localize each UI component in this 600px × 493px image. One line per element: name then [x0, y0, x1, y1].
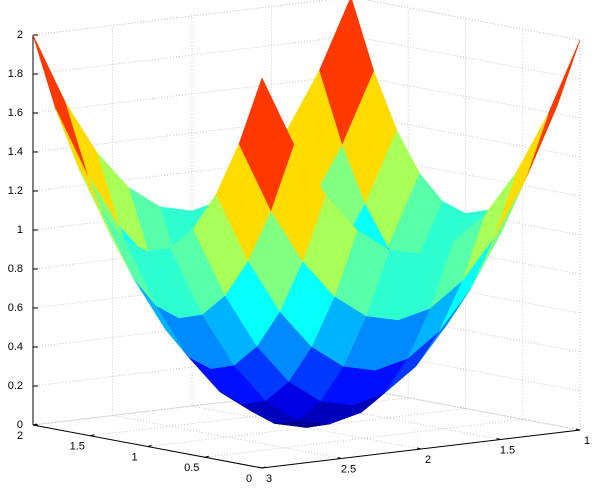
y-tick [261, 466, 267, 469]
y-tick [147, 445, 152, 447]
x-tick [575, 428, 581, 431]
grid-line [32, 0, 331, 36]
y-tick [32, 423, 38, 426]
grid-line [204, 418, 523, 458]
box-edge [32, 0, 331, 36]
y-tick [90, 434, 95, 437]
z-tick-label: 1.8 [8, 68, 23, 80]
z-tick-label: 0.2 [8, 380, 23, 392]
y-tick-label: 1 [131, 451, 137, 463]
x-tick [496, 438, 501, 440]
z-tick-label: 1.6 [8, 107, 23, 119]
surface-patch [493, 113, 549, 239]
x-tick [257, 466, 263, 469]
grid-line [364, 0, 581, 41]
x-tick-label: 2.5 [341, 463, 356, 475]
z-tick-label: 1.2 [8, 185, 23, 197]
z-tick-label: 0.6 [8, 302, 23, 314]
y-tick-label: 2 [17, 430, 23, 442]
z-tick-label: 0.4 [8, 341, 23, 353]
z-tick-label: 0.8 [8, 263, 23, 275]
x-tick-label: 3 [266, 473, 272, 485]
surface-patch [238, 77, 295, 212]
x-tick-label: 1.5 [500, 444, 515, 456]
y-tick-label: 0 [246, 473, 252, 485]
surface-patch [525, 39, 581, 181]
y-tick-label: 0.5 [184, 462, 199, 474]
y-tick [204, 455, 209, 458]
z-tick-label: 1 [17, 224, 23, 236]
x-tick-label: 2 [425, 454, 431, 466]
x-tick-label: 1 [584, 435, 590, 447]
x-tick [337, 457, 342, 459]
z-tick-label: 2 [17, 29, 23, 41]
z-tick-label: 0 [17, 419, 23, 431]
z-tick-label: 1.4 [8, 146, 23, 158]
surface-patch [32, 34, 88, 177]
surface-patch [64, 101, 120, 227]
y-tick-label: 1.5 [70, 441, 85, 453]
x-tick [416, 447, 422, 450]
